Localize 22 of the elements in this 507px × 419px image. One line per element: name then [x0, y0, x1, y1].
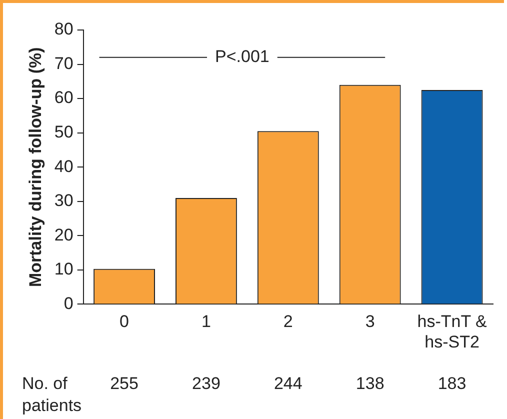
annotation: P<.001: [215, 47, 270, 66]
text: 255: [110, 374, 138, 393]
y-tick-label: 50: [54, 122, 74, 142]
y-tick-label: 80: [54, 20, 74, 39]
x-tick-label: 3: [365, 312, 375, 332]
x-tick-label: 1: [201, 312, 211, 332]
y-axis-title: Mortality during follow-up (%): [26, 47, 45, 288]
y-tick-label: 30: [54, 191, 74, 210]
y-tick-label: 20: [54, 225, 74, 244]
text: 138: [356, 374, 384, 393]
y-tick-label: 0: [64, 294, 74, 313]
y-tick-label: 60: [54, 88, 74, 108]
text: No. of patients: [22, 374, 82, 415]
y-tick-label: 70: [54, 54, 74, 73]
x-tick-label: hs-TnT & hs-ST2: [417, 312, 488, 352]
text: 239: [192, 374, 220, 393]
x-tick-label: 0: [120, 312, 130, 332]
text: 244: [274, 374, 302, 393]
y-tick-label: 40: [54, 156, 74, 176]
y-tick-label: 10: [54, 260, 74, 279]
text: 183: [438, 374, 466, 393]
x-tick-label: 2: [283, 312, 293, 332]
